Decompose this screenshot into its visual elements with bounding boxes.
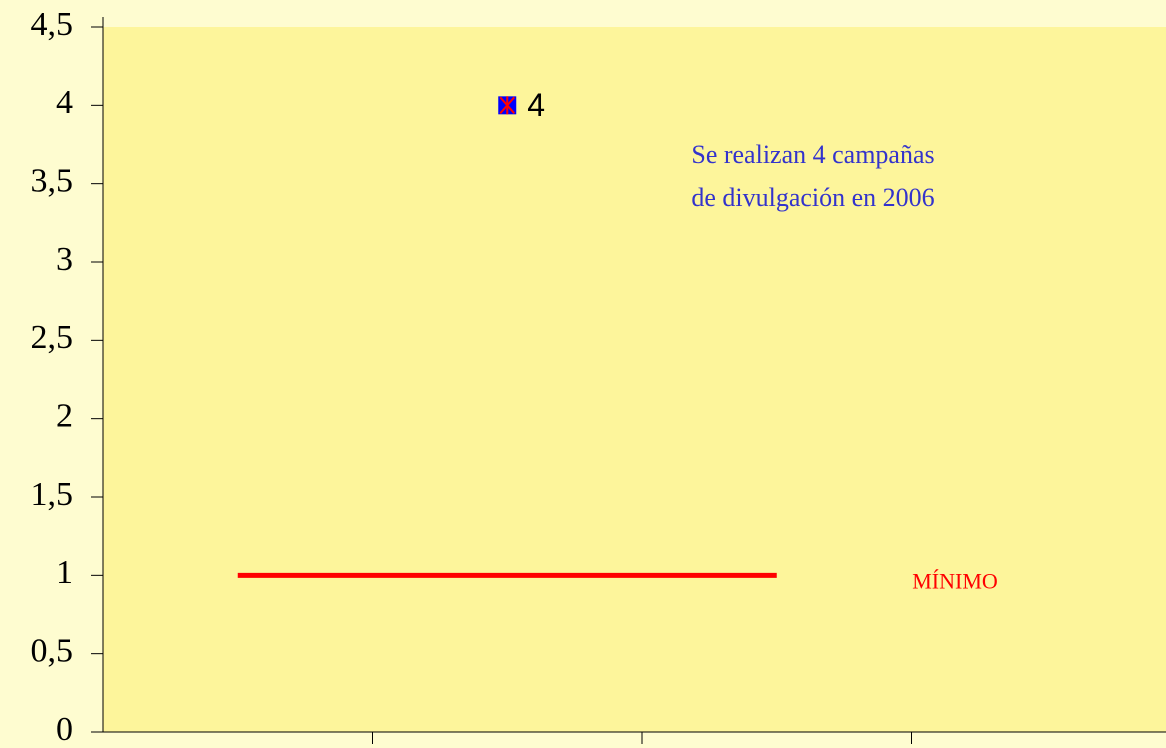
y-tick-label: 4,5 [31,6,74,43]
y-tick-label: 2 [56,397,73,434]
y-tick-label: 0 [56,711,73,748]
annotation: Se realizan 4 campañas [691,140,934,169]
annotation: de divulgación en 2006 [691,183,934,212]
plot-area [103,27,1166,732]
y-tick-label: 3,5 [31,162,74,199]
y-tick-label: 3 [56,241,73,278]
y-tick-label: 1,5 [31,476,74,513]
y-tick-label: 4 [56,84,73,121]
y-tick-label: 1 [56,554,73,591]
series-label: MÍNIMO [912,568,998,593]
data-label: 4 [527,87,545,123]
y-tick-label: 0,5 [31,632,74,669]
y-tick-label: 2,5 [31,319,74,356]
